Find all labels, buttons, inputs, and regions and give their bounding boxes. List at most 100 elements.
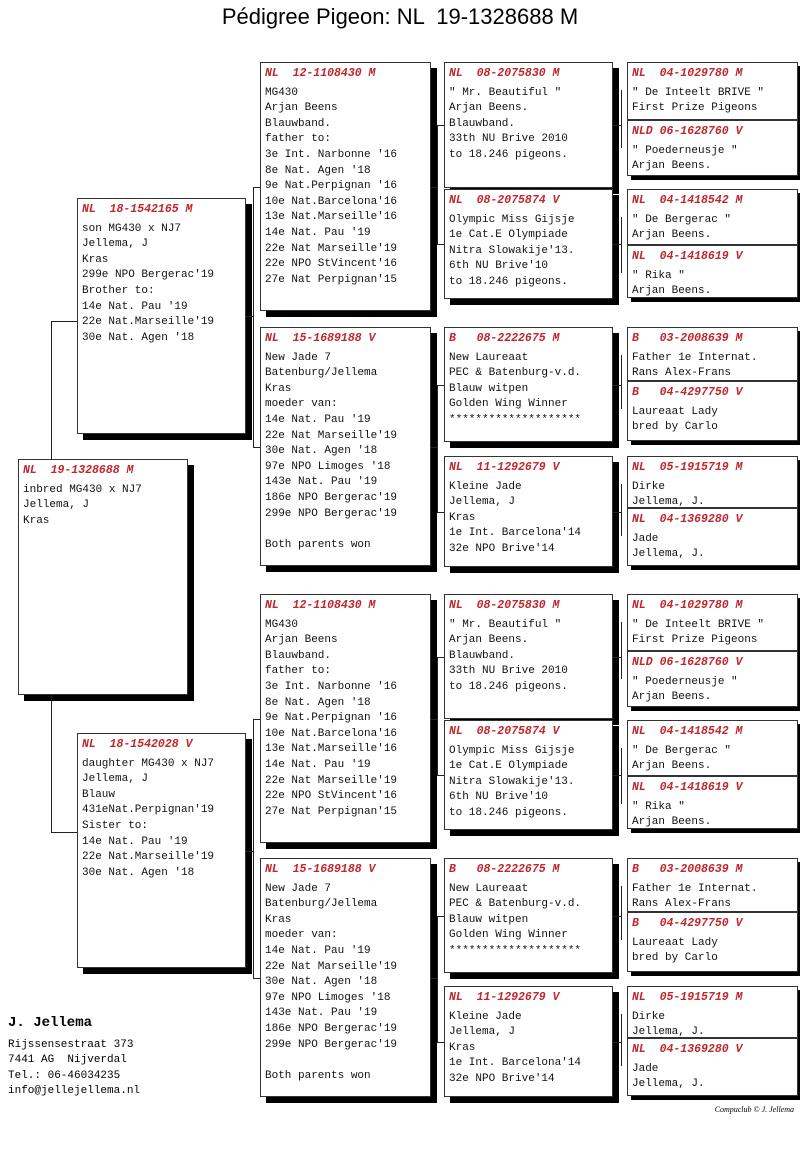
pigeon-info-line: " Rika " <box>632 269 685 282</box>
pigeon-info-line: 1e Cat.E Olympiade <box>449 760 568 773</box>
great-great-grandparent-card[interactable]: NL 04-1369280 V Jade Jellema, J. <box>627 508 798 566</box>
grandparent-card[interactable]: NL 15-1689188 V New Jade 7 Batenburg/Jelle… <box>260 858 431 1097</box>
great-grandparent-card[interactable]: NL 11-1292679 V Kleine Jade Jellema, J Kras… <box>444 986 613 1097</box>
pigeon-info-line: 14e Nat. Pau '19 <box>265 758 371 771</box>
pigeon-info-line: Arjan Beens. <box>632 160 712 173</box>
ring-number: NL 04-1369280 V <box>632 1043 743 1056</box>
pigeon-info-line: 299e NPO Bergerac'19 <box>82 269 215 282</box>
great-grandparent-card[interactable]: NL 08-2075830 M " Mr. Beautiful " Arjan Be… <box>444 62 613 188</box>
pigeon-info-line: 299e NPO Bergerac'19 <box>265 507 398 520</box>
pigeon-info-line: Both parents won <box>265 1069 371 1082</box>
pigeon-info-line: 6th NU Brive'10 <box>449 791 549 804</box>
pigeon-info-line: Both parents won <box>265 538 371 551</box>
grandparent-card[interactable]: NL 12-1108430 M MG430 Arjan Beens Blauwband… <box>260 62 431 311</box>
great-grandparent-card[interactable]: NL 08-2075874 V Olympic Miss Gijsje 1e Cat… <box>444 720 613 830</box>
connector-line <box>437 656 444 658</box>
pigeon-info-line: Dirke <box>632 480 666 493</box>
pigeon-info-line: Kras <box>265 913 292 926</box>
pigeon-info-line <box>265 522 427 538</box>
great-great-grandparent-card[interactable]: NL 04-1418542 M " De Bergerac " Arjan Been… <box>627 189 798 245</box>
pigeon-info-line: Laureaat Lady <box>632 405 718 418</box>
great-great-grandparent-card[interactable]: NL 05-1915719 M Dirke Jellema, J. <box>627 986 798 1038</box>
pigeon-info-line: 14e Nat. Pau '19 <box>82 300 188 313</box>
great-great-grandparent-card[interactable]: B 03-2008639 M Father 1e Internat. Rans Al… <box>627 327 798 381</box>
sire-card[interactable]: NL 18-1542165 M son MG430 x NJ7 Jellema, J… <box>77 198 246 434</box>
connector-line <box>613 915 621 917</box>
pigeon-info-line: Blauw witpen <box>449 913 529 926</box>
pigeon-info-line: Jellema, J <box>82 773 149 786</box>
great-grandparent-card[interactable]: NL 08-2075874 V Olympic Miss Gijsje 1e Cat… <box>444 189 613 299</box>
great-grandparent-card[interactable]: B 08-2222675 M New Laureaat PEC & Batenbur… <box>444 327 613 442</box>
ring-number: NL 08-2075874 V <box>449 194 560 207</box>
pigeon-info-line: daughter MG430 x NJ7 <box>82 757 215 770</box>
connector-line <box>613 511 621 513</box>
ring-number: B 03-2008639 M <box>632 332 743 345</box>
ring-number: NL 04-1418619 V <box>632 250 743 263</box>
great-great-grandparent-card[interactable]: NL 04-1029780 M " De Inteelt BRIVE " First… <box>627 62 798 120</box>
pigeon-info-line: 9e Nat.Perpignan '16 <box>265 180 398 193</box>
great-great-grandparent-card[interactable]: NLD 06-1628760 V " Poederneusje " Arjan Be… <box>627 651 798 707</box>
connector-line <box>431 718 437 720</box>
pigeon-info-line: Kras <box>449 511 476 524</box>
great-great-grandparent-card[interactable]: NL 04-1418619 V " Rika " Arjan Beens. <box>627 245 798 298</box>
pigeon-info-line: 22e Nat Marseille'19 <box>265 960 398 973</box>
pigeon-info-line: 1e Int. Barcelona'14 <box>449 527 582 540</box>
great-grandparent-card[interactable]: NL 11-1292679 V Kleine Jade Jellema, J Kras… <box>444 456 613 567</box>
ring-number: NL 12-1108430 M <box>265 599 376 612</box>
pigeon-info-line: son MG430 x NJ7 <box>82 222 182 235</box>
pigeon-info-line: 22e Nat Marseille'19 <box>265 242 398 255</box>
great-great-grandparent-card[interactable]: NL 05-1915719 M Dirke Jellema, J. <box>627 456 798 508</box>
connector-line <box>431 446 437 448</box>
pigeon-info-line: PEC & Batenburg-v.d. <box>449 898 582 911</box>
great-great-grandparent-card[interactable]: B 04-4297750 V Laureaat Lady bred by Carlo <box>627 912 798 972</box>
great-great-grandparent-card[interactable]: NL 04-1029780 M " De Inteelt BRIVE " First… <box>627 594 798 651</box>
connector-line <box>437 915 438 1042</box>
ring-number: NL 18-1542028 V <box>82 738 193 751</box>
pigeon-info-line: Jellema, J. <box>632 496 705 509</box>
pigeon-info-line: Jellema, J <box>82 238 149 251</box>
great-great-grandparent-card[interactable]: NL 04-1418619 V " Rika " Arjan Beens. <box>627 776 798 829</box>
connector-line <box>613 125 621 126</box>
great-great-grandparent-card[interactable]: NL 04-1418542 M " De Bergerac " Arjan Been… <box>627 720 798 776</box>
connector-line <box>246 316 253 317</box>
copyright-footer: Compuclub © J. Jellema <box>714 1105 794 1114</box>
pigeon-info-line: Arjan Beens. <box>632 760 712 773</box>
owner-email[interactable]: info@jellejellema.nl <box>8 1085 141 1098</box>
pigeon-info-line: 10e Nat.Barcelona'16 <box>265 727 398 740</box>
ring-number: B 08-2222675 M <box>449 332 560 345</box>
great-great-grandparent-card[interactable]: B 03-2008639 M Father 1e Internat. Rans Al… <box>627 858 798 912</box>
pigeon-info-line: 9e Nat.Perpignan '16 <box>265 712 398 725</box>
ring-number: B 03-2008639 M <box>632 863 743 876</box>
ring-number: NL 05-1915719 M <box>632 991 743 1004</box>
great-grandparent-card[interactable]: B 08-2222675 M New Laureaat PEC & Batenbur… <box>444 858 613 973</box>
pigeon-info-line: 30e Nat. Agen '18 <box>265 976 378 989</box>
pigeon-info-line: 22e Nat Marseille'19 <box>265 774 398 787</box>
pigeon-info-line: 1e Int. Barcelona'14 <box>449 1057 582 1070</box>
great-great-grandparent-card[interactable]: B 04-4297750 V Laureaat Lady bred by Carlo <box>627 381 798 441</box>
connector-line <box>431 186 437 188</box>
pigeon-info-line: 30e Nat. Agen '18 <box>82 866 195 879</box>
owner-street: Rijssensestraat 373 <box>8 1038 134 1051</box>
dam-card[interactable]: NL 18-1542028 V daughter MG430 x NJ7 Jelle… <box>77 733 246 968</box>
pigeon-info-line: Rans Alex-Frans <box>632 367 732 380</box>
pigeon-info-line: " Mr. Beautiful " <box>449 86 562 99</box>
great-great-grandparent-card[interactable]: NL 04-1369280 V Jade Jellema, J. <box>627 1038 798 1096</box>
connector-line <box>621 622 622 679</box>
pigeon-info-line: New Laureaat <box>449 351 529 364</box>
great-grandparent-card[interactable]: NL 08-2075830 M " Mr. Beautiful " Arjan Be… <box>444 594 613 719</box>
ring-number: NL 08-2075874 V <box>449 725 560 738</box>
pigeon-info-line: Laureaat Lady <box>632 936 718 949</box>
pigeon-info-line: MG430 <box>265 86 299 99</box>
pigeon-info-line: Arjan Beens <box>265 634 338 647</box>
pigeon-info-line: 22e NPO StVincent'16 <box>265 790 398 803</box>
grandparent-card[interactable]: NL 12-1108430 M MG430 Arjan Beens Blauwband… <box>260 594 431 843</box>
pigeon-info-line: 14e Nat. Pau '19 <box>265 944 371 957</box>
pigeon-info-line: 143e Nat. Pau '19 <box>265 476 378 489</box>
connector-line <box>621 748 622 804</box>
subject-pigeon-card[interactable]: NL 19-1328688 M inbred MG430 x NJ7 Jellema… <box>18 459 188 695</box>
owner-city: 7441 AG Nijverdal <box>8 1054 127 1067</box>
pigeon-info-line: to 18.246 pigeons. <box>449 148 568 161</box>
grandparent-card[interactable]: NL 15-1689188 V New Jade 7 Batenburg/Jelle… <box>260 327 431 566</box>
connector-line <box>621 1014 622 1066</box>
great-great-grandparent-card[interactable]: NLD 06-1628760 V " Poederneusje " Arjan Be… <box>627 120 798 176</box>
